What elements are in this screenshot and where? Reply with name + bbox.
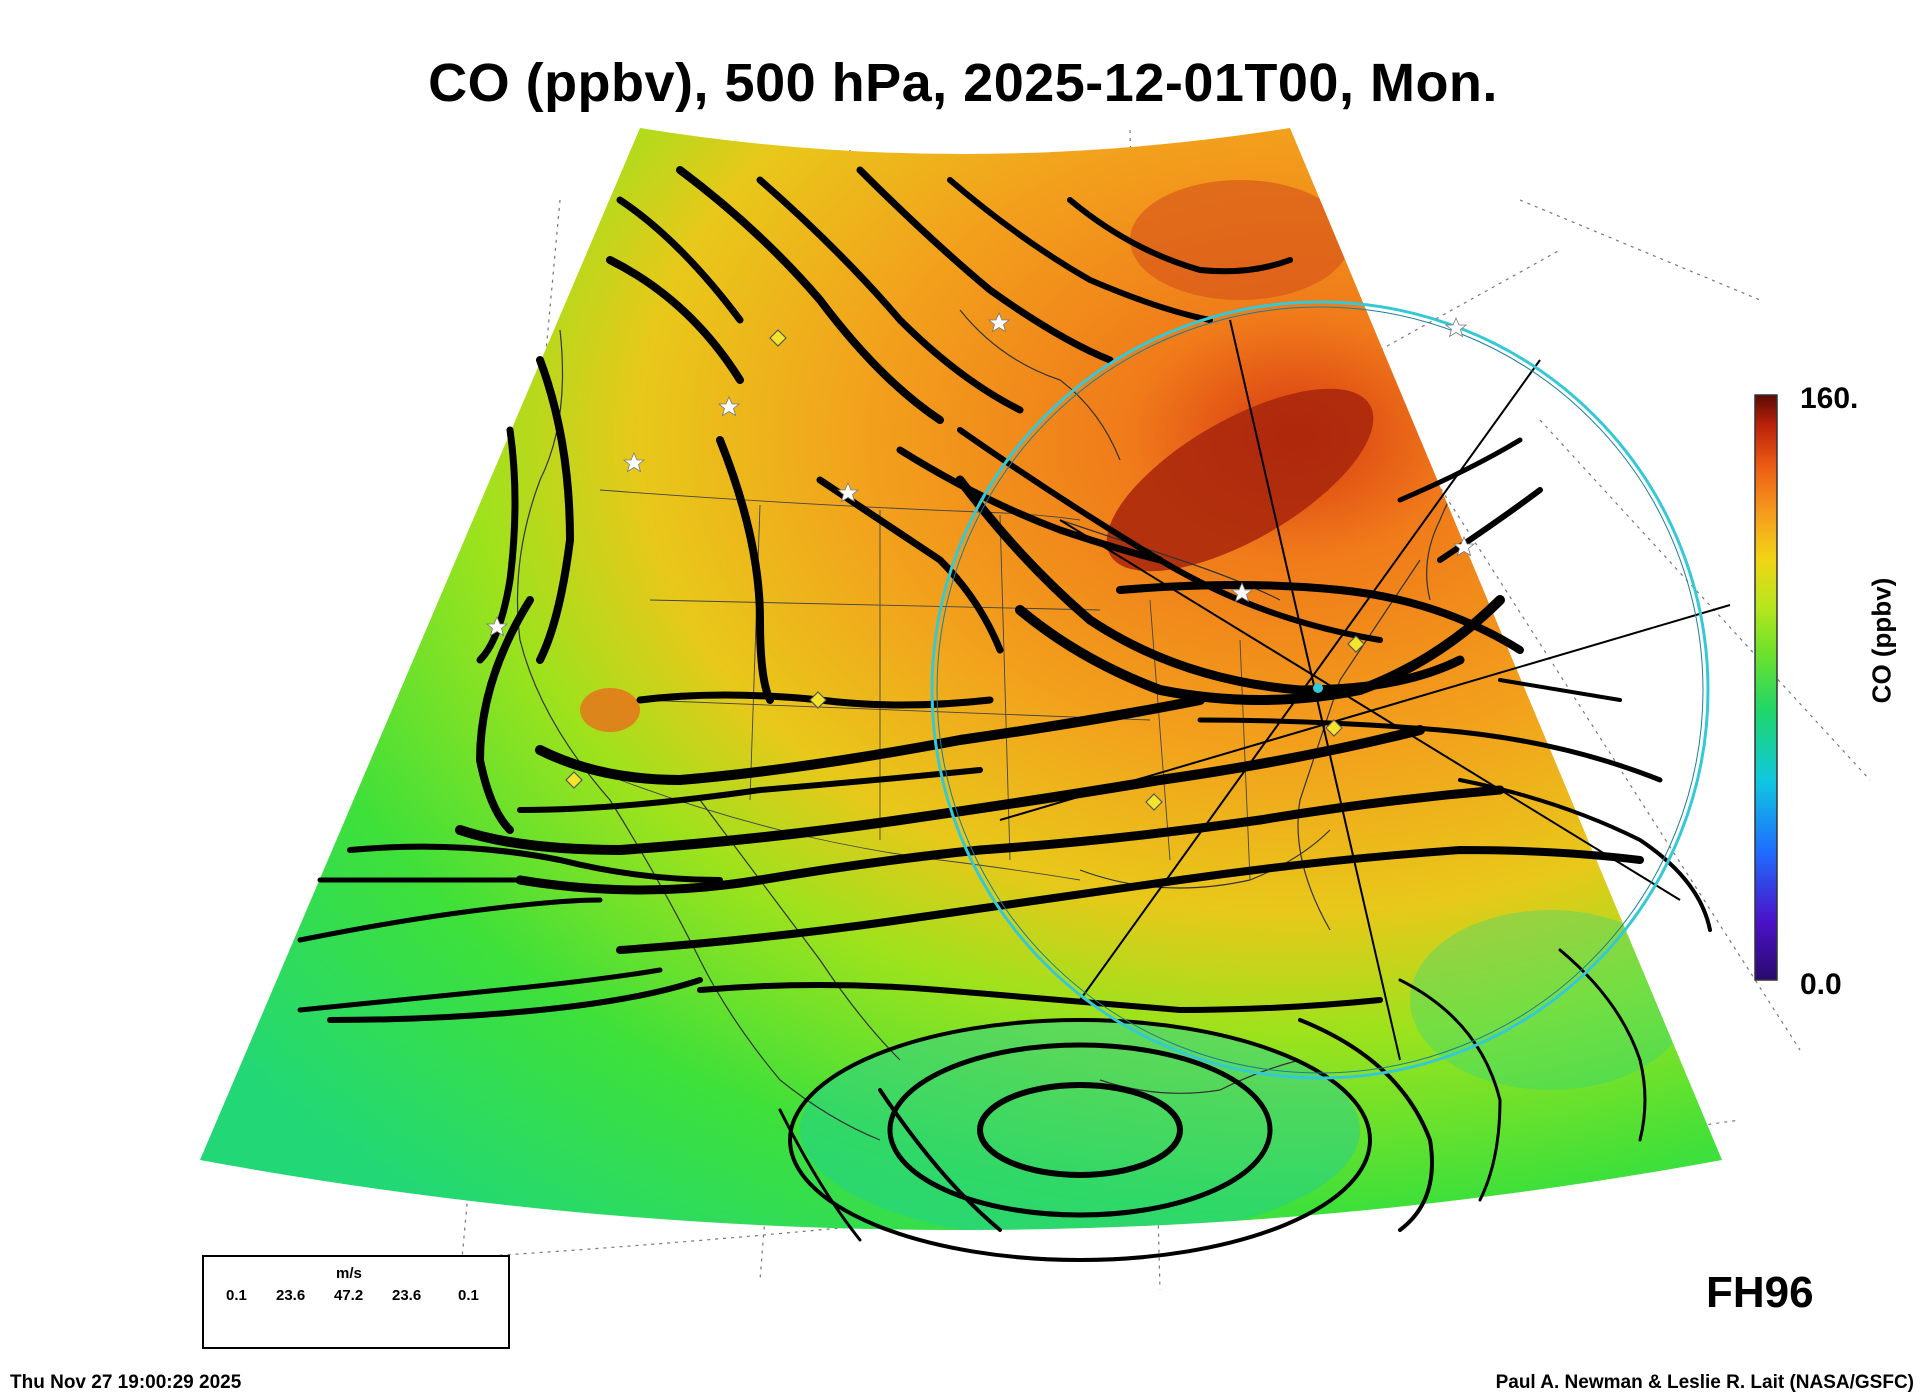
gyre-streamlines [778, 948, 1647, 1262]
colorbar-min-label: 0.0 [1800, 968, 1842, 1001]
wind-legend-unit: m/s [336, 1265, 362, 1282]
wind-streamlines [297, 166, 1712, 1023]
map-title: CO (ppbv), 500 hPa, 2025-12-01T00, Mon. [428, 53, 1498, 113]
wind-legend: m/s 0.1 23.6 47.2 23.6 0.1 [202, 1255, 510, 1349]
wind-legend-label-2: 23.6 [276, 1287, 306, 1304]
forecast-hour: FH96 [1706, 1268, 1814, 1317]
range-circle [930, 300, 1710, 1080]
colorbar-title: CO (ppbv) [1866, 577, 1897, 704]
station-diamonds [565, 329, 1365, 811]
wind-legend-label-1: 0.1 [226, 1287, 247, 1304]
station-stars [485, 311, 1476, 637]
circle-center-marker [1313, 683, 1323, 693]
colorbar-max-label: 160. [1800, 382, 1859, 415]
wind-legend-label-4: 23.6 [392, 1287, 422, 1304]
wind-legend-label-3: 47.2 [334, 1287, 364, 1304]
co-field [200, 128, 1722, 1230]
footer-timestamp: Thu Nov 27 19:00:29 2025 [10, 1372, 242, 1393]
wind-legend-label-5: 0.1 [458, 1287, 479, 1304]
colorbar [1754, 394, 1778, 981]
footer-credit: Paul A. Newman & Leslie R. Lait (NASA/GS… [1495, 1372, 1914, 1393]
